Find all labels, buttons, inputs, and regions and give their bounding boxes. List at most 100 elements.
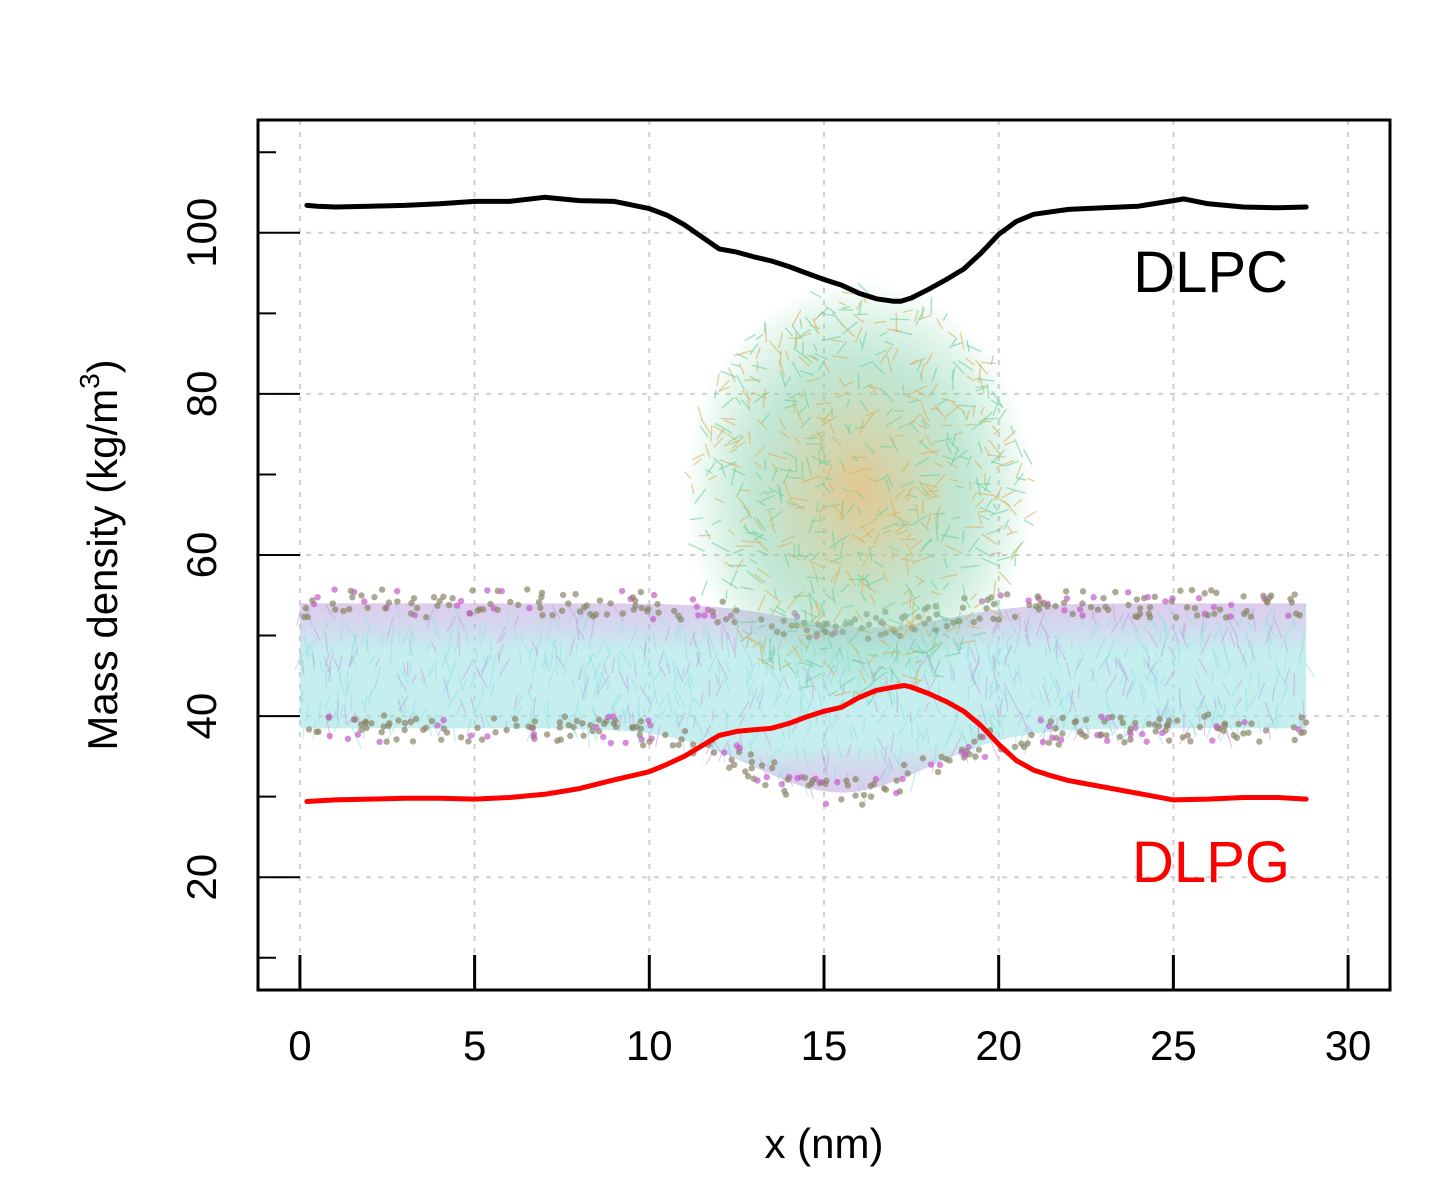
protein-bond — [920, 474, 940, 477]
lipid-headgroup — [449, 595, 456, 602]
lipid-headgroup — [1216, 606, 1224, 613]
protein-bond — [945, 405, 960, 418]
protein-bond — [750, 532, 768, 541]
lipid-headgroup — [1300, 729, 1308, 736]
protein-bond — [825, 593, 836, 602]
lipid-tail — [1195, 679, 1203, 696]
lipid-headgroup — [1087, 604, 1095, 611]
protein-bond — [917, 613, 926, 626]
lipid-tail — [693, 697, 702, 709]
lipid-tail — [1284, 640, 1289, 653]
lipid-headgroup — [1183, 604, 1191, 611]
lipid-tail — [1001, 628, 1005, 639]
protein-bond — [986, 528, 1000, 535]
protein-bond — [784, 399, 799, 403]
lipid-tail — [441, 648, 451, 667]
protein-bond — [982, 557, 1001, 567]
protein-bond — [714, 497, 725, 504]
lipid-tail — [995, 680, 1006, 697]
lipid-tail — [538, 627, 543, 648]
lipid-headgroup — [778, 780, 786, 788]
lipid-headgroup — [558, 607, 566, 614]
protein-bond — [815, 402, 831, 405]
lipid-tail — [974, 654, 981, 670]
lipid-headgroup — [572, 590, 579, 598]
lipid-headgroup — [1222, 614, 1230, 621]
lipid-headgroup — [1116, 733, 1124, 740]
lipid-tail — [1144, 642, 1149, 655]
protein-bond — [748, 431, 752, 444]
lipid-headgroup — [422, 724, 430, 732]
lipid-headgroup — [378, 728, 385, 736]
lipid-tail — [756, 682, 765, 702]
protein-bond — [955, 485, 964, 489]
lipid-tail — [721, 627, 723, 650]
lipid-headgroup — [507, 598, 514, 606]
protein-bond — [804, 659, 824, 668]
lipid-headgroup — [690, 741, 697, 748]
protein-bond — [788, 392, 801, 399]
lipid-tail — [318, 699, 322, 724]
protein-bond — [910, 621, 914, 634]
lipid-tail — [1225, 664, 1232, 677]
lipid-headgroup — [1235, 720, 1242, 728]
lipid-tail — [985, 676, 988, 700]
lipid-tail — [1147, 655, 1151, 669]
lipid-tail — [952, 667, 956, 682]
lipid-headgroup — [1039, 738, 1047, 746]
lipid-headgroup — [1100, 594, 1107, 602]
lipid-tail — [924, 701, 930, 712]
protein-bond — [986, 383, 990, 399]
lipid-tail — [672, 668, 679, 693]
protein-bond — [930, 580, 938, 590]
protein-bond — [899, 480, 915, 488]
lipid-tail — [1250, 642, 1254, 663]
lipid-tail — [1075, 724, 1078, 735]
lipid-headgroup — [1151, 593, 1159, 601]
lipid-tail — [716, 659, 729, 680]
protein-bond — [965, 423, 976, 427]
protein-bond — [830, 570, 840, 583]
lipid-tail — [549, 654, 554, 670]
lipid-tail — [655, 724, 661, 748]
lipid-headgroup — [867, 793, 875, 800]
lipid-tail — [1206, 715, 1216, 739]
protein-bond — [794, 405, 804, 425]
lipid-headgroup — [763, 773, 770, 781]
protein-bond — [689, 517, 704, 521]
protein-bond — [977, 441, 983, 454]
protein-bond — [906, 488, 912, 502]
lipid-tail — [695, 650, 702, 667]
protein-bond — [926, 447, 939, 456]
lipid-tail — [587, 727, 591, 749]
lipid-tail — [397, 670, 402, 688]
lipid-tail — [389, 648, 393, 666]
lipid-tail — [1106, 614, 1112, 628]
protein-bond — [887, 618, 901, 625]
series-line-dlpg — [304, 683, 1309, 804]
lipid-tail — [1105, 692, 1109, 712]
protein-bond — [974, 377, 995, 382]
protein-bond — [832, 608, 842, 623]
lipid-tail — [1272, 686, 1275, 702]
lipid-headgroup — [1127, 736, 1134, 743]
y-axis: 20 40 60 80 100 — [178, 151, 300, 959]
protein-bond — [733, 616, 740, 629]
protein-bond — [932, 628, 940, 648]
protein-bond — [805, 676, 808, 688]
lipid-tail — [878, 763, 890, 781]
lipid-headgroup — [1268, 592, 1275, 599]
lipid-headgroup — [619, 610, 627, 617]
protein-bond — [735, 627, 744, 641]
protein-bond — [975, 385, 986, 389]
lipid-tail — [1042, 684, 1052, 707]
lipid-tail — [1008, 693, 1021, 716]
protein-bond — [951, 366, 956, 379]
protein-bond — [957, 360, 974, 371]
lipid-tail — [458, 632, 461, 656]
lipid-headgroup — [638, 604, 645, 612]
lipid-headgroup — [513, 722, 520, 730]
protein-bond — [811, 551, 821, 561]
lipid-tail — [351, 727, 362, 749]
lipid-tail — [675, 713, 681, 727]
